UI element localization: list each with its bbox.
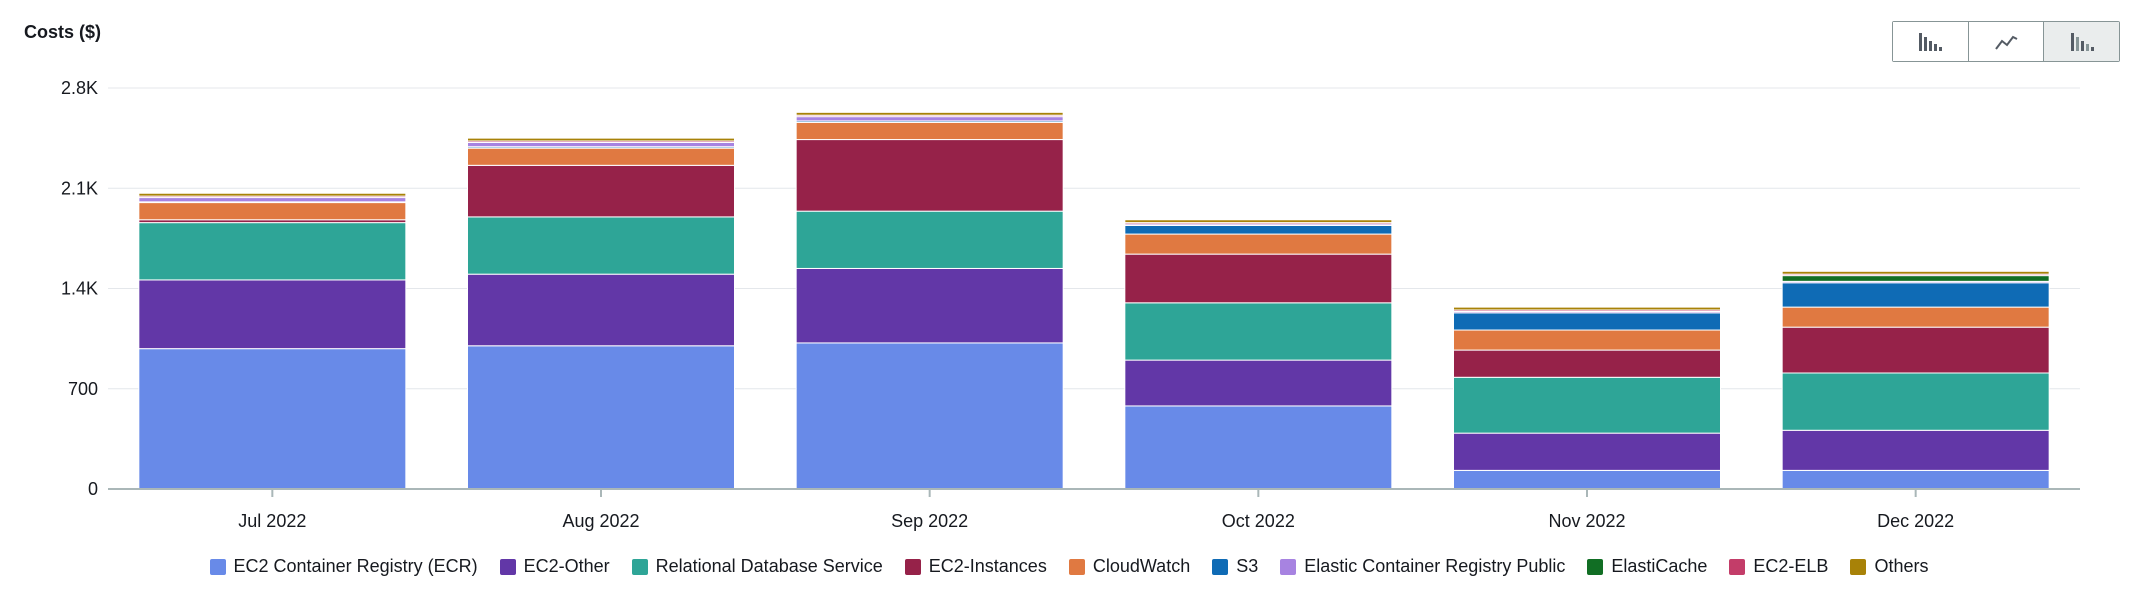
y-axis-title: Costs ($) (24, 22, 102, 42)
bar-segment-3-3[interactable] (1124, 253, 1393, 304)
bar-chart-icon (1919, 32, 1943, 51)
legend-item[interactable]: Elastic Container Registry Public (1280, 556, 1565, 577)
chart-type-toggle (1892, 21, 2120, 62)
bar-segment-9-4[interactable] (1453, 306, 1721, 311)
bar-segment-4-2[interactable] (795, 121, 1064, 141)
bar-segment-4-4[interactable] (1453, 329, 1721, 351)
line-chart-button[interactable] (1968, 22, 2045, 61)
bar-segment-4-0[interactable] (138, 202, 407, 221)
legend-label: Elastic Container Registry Public (1304, 556, 1566, 576)
legend-label: EC2-Instances (928, 556, 1047, 576)
stacked-bar-chart: 0 700 1.4K 2.1K 2.8K Jul 2022 Aug 2022 Sep 202… (61, 78, 2080, 531)
bar-segment-0-3[interactable] (1124, 405, 1393, 490)
bar-segment-2-0[interactable] (138, 222, 407, 281)
legend-label: EC2-Other (523, 556, 610, 576)
legend-label: EC2-ELB (1753, 556, 1829, 576)
bar-segment-9-2[interactable] (795, 111, 1064, 116)
bar-segment-0-2[interactable] (795, 342, 1064, 490)
bar-segment-0-5[interactable] (1781, 469, 2050, 490)
bar-segment-2-2[interactable] (795, 210, 1064, 269)
bar-segment-4-1[interactable] (467, 147, 735, 166)
legend-swatch (499, 558, 516, 575)
x-tick-label: Jul 2022 (238, 511, 306, 531)
bar-segment-9-1[interactable] (467, 137, 735, 142)
bar-segment-2-4[interactable] (1453, 376, 1721, 434)
legend-item[interactable]: ElastiCache (1587, 556, 1707, 577)
bar-segment-3-1[interactable] (467, 164, 735, 218)
bar-segment-1-2[interactable] (795, 267, 1064, 344)
x-tick-label: Aug 2022 (562, 511, 639, 531)
x-tick-label: Sep 2022 (891, 511, 968, 531)
bar-segment-5-3[interactable] (1124, 224, 1393, 235)
legend-label: ElastiCache (1611, 556, 1708, 576)
bar-segment-2-1[interactable] (467, 216, 735, 275)
bar-segment-5-5[interactable] (1781, 282, 2050, 308)
bar-segment-9-3[interactable] (1124, 219, 1393, 224)
x-tick-label: Nov 2022 (1548, 511, 1625, 531)
bar-segment-0-0[interactable] (138, 348, 407, 490)
legend-item[interactable]: Relational Database Service (631, 556, 883, 577)
bar-segment-5-4[interactable] (1453, 312, 1721, 331)
y-tick-label: 1.4K (61, 279, 98, 299)
bar-segment-1-4[interactable] (1453, 432, 1721, 471)
bar-segment-3-5[interactable] (1781, 326, 2050, 374)
legend-label: Relational Database Service (655, 556, 883, 576)
legend-item[interactable]: EC2-Instances (904, 556, 1047, 577)
legend-item[interactable]: EC2-Other (499, 556, 610, 577)
bar-chart-button[interactable] (1893, 22, 1969, 61)
legend-swatch (1587, 558, 1604, 575)
bar-segment-2-3[interactable] (1124, 302, 1393, 361)
legend-item[interactable]: EC2-ELB (1729, 556, 1828, 577)
x-tick-label: Dec 2022 (1877, 511, 1954, 531)
x-tick-label: Oct 2022 (1222, 511, 1295, 531)
bar-segment-9-5[interactable] (1781, 270, 2050, 275)
y-tick-label: 2.8K (61, 78, 98, 98)
y-axis-ticks: 0 700 1.4K 2.1K 2.8K (61, 78, 98, 499)
bar-segment-4-5[interactable] (1781, 306, 2050, 328)
legend-label: Others (1874, 556, 1929, 576)
legend-swatch (631, 558, 648, 575)
bar-segment-2-5[interactable] (1781, 372, 2050, 431)
chart-legend: EC2 Container Registry (ECR) EC2-Other Rel… (0, 556, 2138, 577)
stacked-bar-chart-icon (2070, 32, 2094, 51)
bar-segment-1-3[interactable] (1124, 359, 1393, 407)
bar-segment-4-3[interactable] (1124, 233, 1393, 255)
legend-label: S3 (1236, 556, 1259, 576)
legend-swatch (1729, 558, 1746, 575)
stacked-bar-chart-button[interactable] (2044, 22, 2120, 61)
bar-segment-0-4[interactable] (1453, 469, 1721, 490)
bars (138, 111, 2050, 490)
legend-swatch (1280, 558, 1297, 575)
bar-segment-0-1[interactable] (467, 345, 735, 490)
bar-segment-6-2[interactable] (795, 116, 1064, 122)
grid-lines (108, 87, 2080, 390)
y-tick-label: 700 (68, 379, 98, 399)
bar-segment-7-5[interactable] (1781, 275, 2050, 282)
bar-segment-9-0[interactable] (138, 192, 407, 197)
bar-segment-3-2[interactable] (795, 139, 1064, 212)
bar-segment-6-0[interactable] (138, 197, 407, 203)
legend-swatch (904, 558, 921, 575)
legend-label: CloudWatch (1092, 556, 1191, 576)
bar-segment-3-4[interactable] (1453, 349, 1721, 378)
bar-segment-1-0[interactable] (138, 279, 407, 350)
legend-item[interactable]: Others (1850, 556, 1928, 577)
line-chart-icon (1995, 35, 2018, 50)
legend-swatch (209, 558, 226, 575)
legend-swatch (1212, 558, 1229, 575)
legend-label: EC2 Container Registry (ECR) (233, 556, 478, 576)
legend-swatch (1850, 558, 1867, 575)
legend-swatch (1068, 558, 1085, 575)
bar-segment-1-1[interactable] (467, 273, 735, 347)
legend-item[interactable]: CloudWatch (1068, 556, 1191, 577)
legend-item[interactable]: EC2 Container Registry (ECR) (209, 556, 478, 577)
y-tick-label: 2.1K (61, 178, 98, 198)
bar-segment-1-5[interactable] (1781, 429, 2050, 471)
y-tick-label: 0 (88, 479, 98, 499)
bar-segment-6-1[interactable] (467, 141, 735, 148)
x-axis-ticks: Jul 2022 Aug 2022 Sep 2022 Oct 2022 Nov 2022… (238, 489, 1954, 531)
legend-item[interactable]: S3 (1212, 556, 1258, 577)
